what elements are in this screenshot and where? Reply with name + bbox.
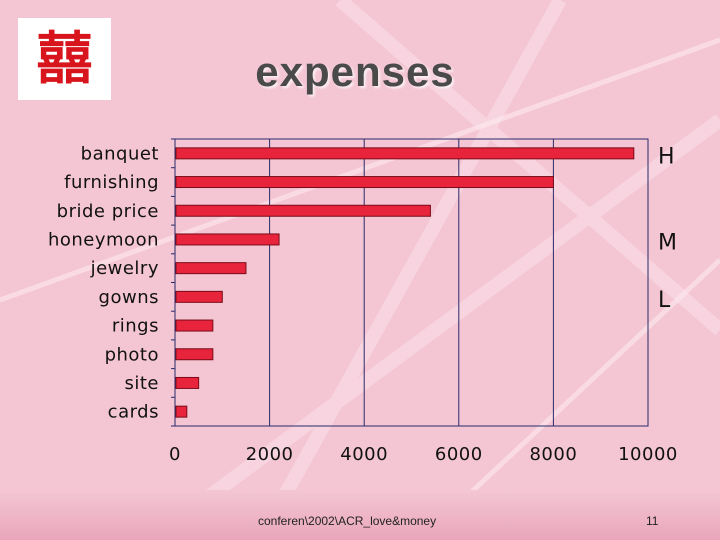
bar-jewelry	[175, 262, 247, 275]
x-tick-label: 6000	[435, 444, 483, 465]
category-label: rings	[112, 316, 159, 337]
bar-site	[175, 376, 200, 389]
category-label: gowns	[99, 287, 159, 308]
bar-bride-price	[175, 204, 431, 217]
x-tick-label: 2000	[246, 444, 294, 465]
annotation-label: M	[658, 230, 677, 255]
bar-furnishing	[175, 176, 554, 189]
category-label: cards	[108, 402, 159, 423]
category-label: jewelry	[90, 258, 159, 279]
double-happiness-logo: 囍	[18, 18, 111, 100]
bar-honeymoon	[175, 233, 280, 246]
category-label: photo	[105, 344, 159, 365]
bar-photo	[175, 348, 214, 361]
bar-rings	[175, 319, 214, 332]
x-tick-label: 0	[169, 444, 181, 465]
footer-source: conferen\2002\ACR_love&money	[258, 514, 437, 528]
x-tick-label: 10000	[618, 444, 678, 465]
category-label: banquet	[81, 143, 159, 164]
slide-title: expenses	[255, 48, 455, 95]
page-number: 11	[646, 514, 659, 528]
x-tick-label: 4000	[340, 444, 388, 465]
x-tick-label: 8000	[529, 444, 577, 465]
bar-banquet	[175, 147, 635, 160]
category-label: honeymoon	[48, 229, 159, 250]
bar-gowns	[175, 290, 223, 303]
category-label: furnishing	[64, 172, 159, 193]
annotation-label: H	[658, 144, 675, 169]
footer-band	[0, 490, 720, 540]
category-label: bride price	[57, 201, 159, 222]
category-label: site	[124, 373, 159, 394]
bar-cards	[175, 405, 188, 418]
annotation-label: L	[658, 288, 671, 313]
